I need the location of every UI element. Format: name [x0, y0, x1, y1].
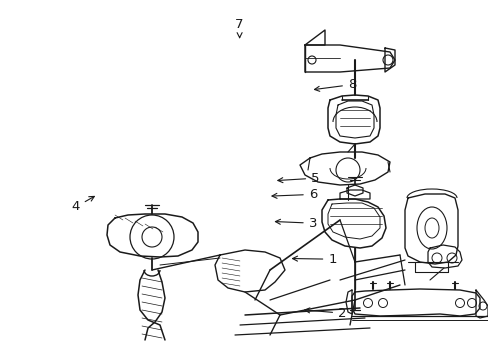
Text: 3: 3 — [275, 217, 317, 230]
Text: 2: 2 — [304, 307, 346, 320]
Text: 8: 8 — [314, 78, 356, 91]
Text: 4: 4 — [71, 197, 94, 213]
Text: 6: 6 — [271, 188, 317, 201]
Text: 7: 7 — [235, 18, 244, 38]
Text: 5: 5 — [277, 172, 319, 185]
Text: 1: 1 — [292, 253, 336, 266]
